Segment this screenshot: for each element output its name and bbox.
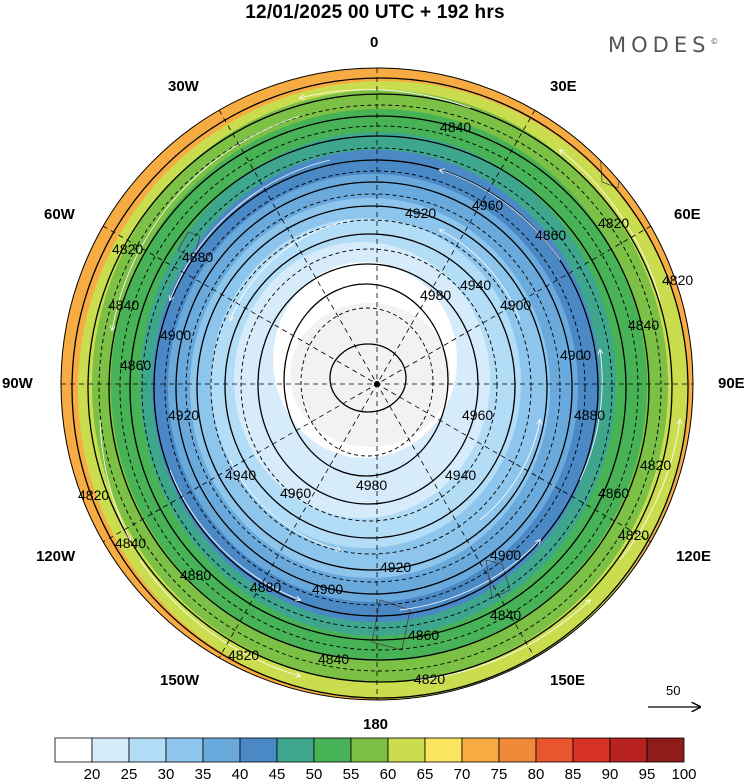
contour-label: 4900 xyxy=(490,547,521,563)
lon-label-150e: 150E xyxy=(550,672,586,689)
contour-label: 4860 xyxy=(598,485,629,501)
contour-4860 xyxy=(129,135,627,641)
map-title: 12/01/2025 00 UTC + 192 hrs xyxy=(245,2,505,23)
contour-4980 xyxy=(283,283,449,477)
contour-label: 4840 xyxy=(490,607,521,623)
contour-label: 4840 xyxy=(108,297,139,313)
contour-label: 4840 xyxy=(628,317,659,333)
south-pole-marker xyxy=(374,381,380,387)
contour-label: 4820 xyxy=(414,671,445,687)
lon-label-120w: 120W xyxy=(36,548,76,565)
contour-label: 4880 xyxy=(180,567,211,583)
colorbar xyxy=(54,737,685,763)
contour-label: 4860 xyxy=(535,227,566,243)
colorbar-tick: 100 xyxy=(671,766,697,783)
contour-label: 4960 xyxy=(472,197,503,213)
map-border xyxy=(60,67,694,701)
contour-label: 4860 xyxy=(408,627,439,643)
contour-label: 4980 xyxy=(356,477,387,493)
contour-label: 4860 xyxy=(120,357,151,373)
contour-label: 4880 xyxy=(182,249,213,265)
contour-label: 4840 xyxy=(440,119,471,135)
contour-label: 4900 xyxy=(500,297,531,313)
lon-label-180: 180 xyxy=(363,716,389,733)
contour-4900 xyxy=(175,181,573,595)
colorbar-tick: 45 xyxy=(268,766,286,783)
contour-label: 4920 xyxy=(405,205,436,221)
colorbar-tick: 75 xyxy=(490,766,508,783)
contour-label: 4980 xyxy=(420,287,451,303)
streamlines xyxy=(99,89,680,681)
contour-label: 4920 xyxy=(380,559,411,575)
colorbar-tick: 30 xyxy=(157,766,175,783)
contour-label: 4900 xyxy=(160,327,191,343)
colorbar-tick: 95 xyxy=(638,766,656,783)
colorbar-tick: 90 xyxy=(601,766,619,783)
contour-label-group: 4840 4960 4920 4980 4940 4900 4860 4820 … xyxy=(78,119,693,687)
lon-label-0: 0 xyxy=(370,34,379,51)
coastlines xyxy=(177,149,623,651)
contour-label: 4840 xyxy=(318,651,349,667)
contour-label: 4820 xyxy=(662,272,693,288)
contour-label: 4820 xyxy=(640,457,671,473)
contour-label: 4820 xyxy=(78,487,109,503)
contour-label: 4900 xyxy=(560,347,591,363)
lon-label-30e: 30E xyxy=(550,78,577,95)
antarctic-landmass xyxy=(290,303,450,447)
contour-4800 xyxy=(71,77,689,699)
contour-label: 4880 xyxy=(574,407,605,423)
contour-4840 xyxy=(108,115,650,661)
brand-logo: MODES© xyxy=(608,33,719,57)
contour-label: 4940 xyxy=(445,467,476,483)
contour-label: 4820 xyxy=(618,527,649,543)
contour-4940 xyxy=(224,233,516,539)
contour-label: 4920 xyxy=(168,407,199,423)
colorbar-tick: 65 xyxy=(416,766,434,783)
colorbar-tick: 50 xyxy=(305,766,323,783)
contour-label: 4840 xyxy=(115,535,146,551)
height-contours xyxy=(71,77,689,699)
contour-label: 4940 xyxy=(225,467,256,483)
colorbar-tick: 55 xyxy=(342,766,360,783)
lon-label-90w: 90W xyxy=(2,375,33,392)
contour-label: 4820 xyxy=(112,241,143,257)
colorbar-tick: 35 xyxy=(194,766,212,783)
lon-label-60w: 60W xyxy=(44,206,75,223)
contour-4820 xyxy=(87,93,673,683)
contour-label: 4900 xyxy=(312,581,343,597)
contour-label: 4940 xyxy=(460,277,491,293)
colorbar-tick: 70 xyxy=(453,766,471,783)
lon-label-120e: 120E xyxy=(676,548,712,565)
lon-label-150w: 150W xyxy=(160,672,200,689)
contour-label: 4960 xyxy=(462,407,493,423)
colorbar-tick: 85 xyxy=(564,766,582,783)
reference-vector-label: 50 xyxy=(666,683,681,698)
contour-label: 4960 xyxy=(280,485,311,501)
lon-label-30w: 30W xyxy=(168,78,199,95)
contour-label: 4880 xyxy=(250,579,281,595)
contour-4880 xyxy=(153,159,599,617)
contour-4920 xyxy=(196,205,548,571)
contour-label: 4820 xyxy=(228,647,259,663)
contour-4980-inner xyxy=(329,343,407,413)
colorbar-tick: 40 xyxy=(231,766,249,783)
lon-label-60e: 60E xyxy=(674,206,701,223)
colorbar-tick: 60 xyxy=(379,766,397,783)
colorbar-tick: 20 xyxy=(83,766,101,783)
colorbar-tick: 25 xyxy=(120,766,138,783)
lon-label-90e: 90E xyxy=(718,375,745,392)
contour-label: 4820 xyxy=(598,215,629,231)
colorbar-tick: 80 xyxy=(527,766,545,783)
